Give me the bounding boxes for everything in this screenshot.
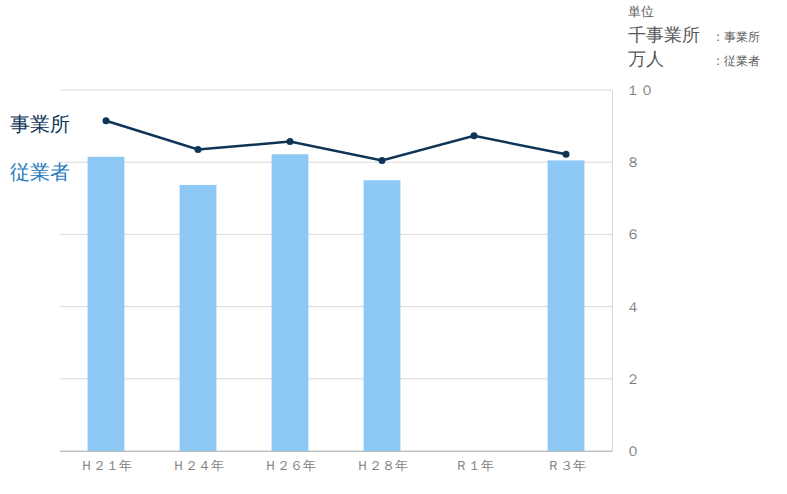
bar bbox=[272, 154, 309, 451]
marker bbox=[287, 138, 294, 145]
tick-label: Ｒ３年 bbox=[547, 458, 586, 473]
grid-line bbox=[60, 306, 612, 307]
series-label: 事業所 bbox=[10, 112, 70, 136]
grid-line bbox=[60, 451, 612, 452]
tick-label: ４ bbox=[626, 299, 640, 315]
tick: ６ bbox=[612, 226, 640, 242]
marker bbox=[379, 157, 386, 164]
grid bbox=[60, 90, 612, 451]
bars bbox=[88, 154, 585, 451]
tick: Ｈ２８年 bbox=[356, 451, 408, 473]
bar bbox=[88, 157, 125, 451]
markers bbox=[103, 117, 570, 164]
grid-line bbox=[60, 378, 612, 379]
bar bbox=[548, 160, 585, 451]
unit: 万人 bbox=[628, 48, 664, 69]
tick: Ｒ１年 bbox=[455, 451, 494, 473]
tick: Ｈ２１年 bbox=[80, 451, 132, 473]
tick-label: ２ bbox=[626, 371, 640, 387]
plot-area bbox=[88, 117, 585, 451]
tick-label: １０ bbox=[626, 82, 654, 98]
tick-label: Ｈ２１年 bbox=[80, 458, 132, 473]
chart: ０ ２ ４ ６ ８ １０ Ｈ２１年 Ｈ２４年 Ｈ２６年 Ｈ２８年 Ｒ１年 Ｒ３年 従業者 事業所 単位千事業… bbox=[0, 0, 787, 494]
marker bbox=[195, 146, 202, 153]
tick: Ｈ２６年 bbox=[264, 451, 316, 473]
tick: ０ bbox=[612, 443, 640, 459]
unit-title: 単位 bbox=[628, 4, 654, 19]
tick-label: Ｈ２４年 bbox=[172, 458, 224, 473]
axis-line bbox=[612, 91, 613, 452]
tick-label: ８ bbox=[626, 154, 640, 170]
tick: Ｈ２４年 bbox=[172, 451, 224, 473]
tick-label: ０ bbox=[626, 443, 640, 459]
marker bbox=[563, 151, 570, 158]
bar bbox=[364, 180, 401, 451]
grid-line bbox=[60, 162, 612, 163]
unit-note: : 事業所 bbox=[716, 30, 760, 44]
tick: Ｒ３年 bbox=[547, 451, 586, 473]
y-axis: ０ ２ ４ ６ ８ １０ bbox=[612, 82, 654, 459]
x-axis: Ｈ２１年 Ｈ２４年 Ｈ２６年 Ｈ２８年 Ｒ１年 Ｒ３年 bbox=[61, 451, 613, 473]
tick-label: Ｈ２８年 bbox=[356, 458, 408, 473]
tick: ８ bbox=[612, 154, 640, 170]
tick: ２ bbox=[612, 371, 640, 387]
marker bbox=[103, 117, 110, 124]
unit: 千事業所 bbox=[628, 24, 700, 45]
grid-line bbox=[60, 90, 612, 91]
tick-label: ６ bbox=[626, 226, 640, 242]
tick-label: Ｒ１年 bbox=[455, 458, 494, 473]
tick-label: Ｈ２６年 bbox=[264, 458, 316, 473]
grid-line bbox=[60, 234, 612, 235]
series-label: 従業者 bbox=[10, 160, 70, 184]
line bbox=[106, 121, 566, 161]
unit-note: : 従業者 bbox=[716, 54, 760, 68]
tick: ４ bbox=[612, 299, 640, 315]
marker bbox=[471, 132, 478, 139]
bar bbox=[180, 185, 217, 451]
axis-line bbox=[61, 451, 613, 452]
tick: １０ bbox=[612, 82, 654, 98]
